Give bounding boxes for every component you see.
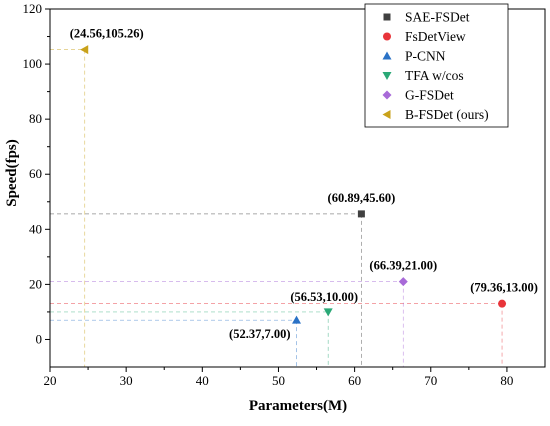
legend-label-tfa-w-cos: TFA w/cos [405,68,464,83]
point-b-fsdet-ours [80,45,89,55]
legend-label-g-fsdet: G-FSDet [405,88,454,103]
y-tick-label: 100 [23,56,43,71]
data-label-tfa-w-cos: (56.53,10.00) [290,290,358,304]
y-tick-label: 80 [29,111,42,126]
legend: SAE-FSDet FsDetView P-CNN TFA w/cos G-FSDet B… [364,3,509,128]
guide-lines [50,49,503,367]
legend-marker-fsdetview [383,32,391,41]
plot-frame [49,8,546,368]
data-label-sae-fsdet: (60.89,45.60) [328,191,396,205]
legend-label-b-fsdet-ours: B-FSDet (ours) [405,107,489,122]
legend-label-sae-fsdet: SAE-FSDet [405,10,470,25]
legend-marker-p-cnn [382,51,392,60]
point-fsdetview [498,299,507,308]
ticks: 20 30 40 50 60 70 80 0 20 40 60 80 100 120 [23,1,514,388]
point-g-fsdet [398,277,408,287]
x-tick-label: 20 [44,373,57,388]
x-tick-label: 50 [272,373,285,388]
data-label-fsdetview: (79.36,13.00) [470,281,538,295]
x-tick-label: 80 [500,373,513,388]
point-tfa-w-cos [323,308,333,317]
y-tick-label: 20 [29,276,42,291]
x-tick-label: 40 [196,373,209,388]
data-label-g-fsdet: (66.39,21.00) [369,259,437,273]
point-p-cnn [292,315,302,324]
legend-marker-b-fsdet-ours [382,110,391,119]
x-tick-label: 60 [348,373,361,388]
data-label-b-fsdet-ours: (24.56,105.26) [70,27,144,41]
legend-label-fsdetview: FsDetView [405,29,466,44]
legend-marker-sae-fsdet [383,13,391,21]
point-sae-fsdet [357,210,365,218]
x-tick-label: 70 [424,373,437,388]
y-tick-label: 0 [36,331,43,346]
y-axis-title: Speed(fps) [4,139,20,207]
legend-marker-tfa-w-cos [382,72,392,80]
y-tick-label: 60 [29,166,42,181]
legend-label-p-cnn: P-CNN [405,49,446,64]
x-axis-title: Parameters(M) [249,398,347,414]
data-points [80,45,507,324]
data-label-p-cnn: (52.37,7.00) [229,327,290,341]
axes [49,8,546,368]
y-tick-label: 40 [29,221,42,236]
legend-box [364,3,509,128]
y-tick-label: 120 [23,1,43,16]
data-labels: (60.89,45.60) (79.36,13.00) (52.37,7.00) (5… [70,27,538,342]
legend-marker-g-fsdet [382,90,392,100]
x-tick-label: 30 [120,373,133,388]
